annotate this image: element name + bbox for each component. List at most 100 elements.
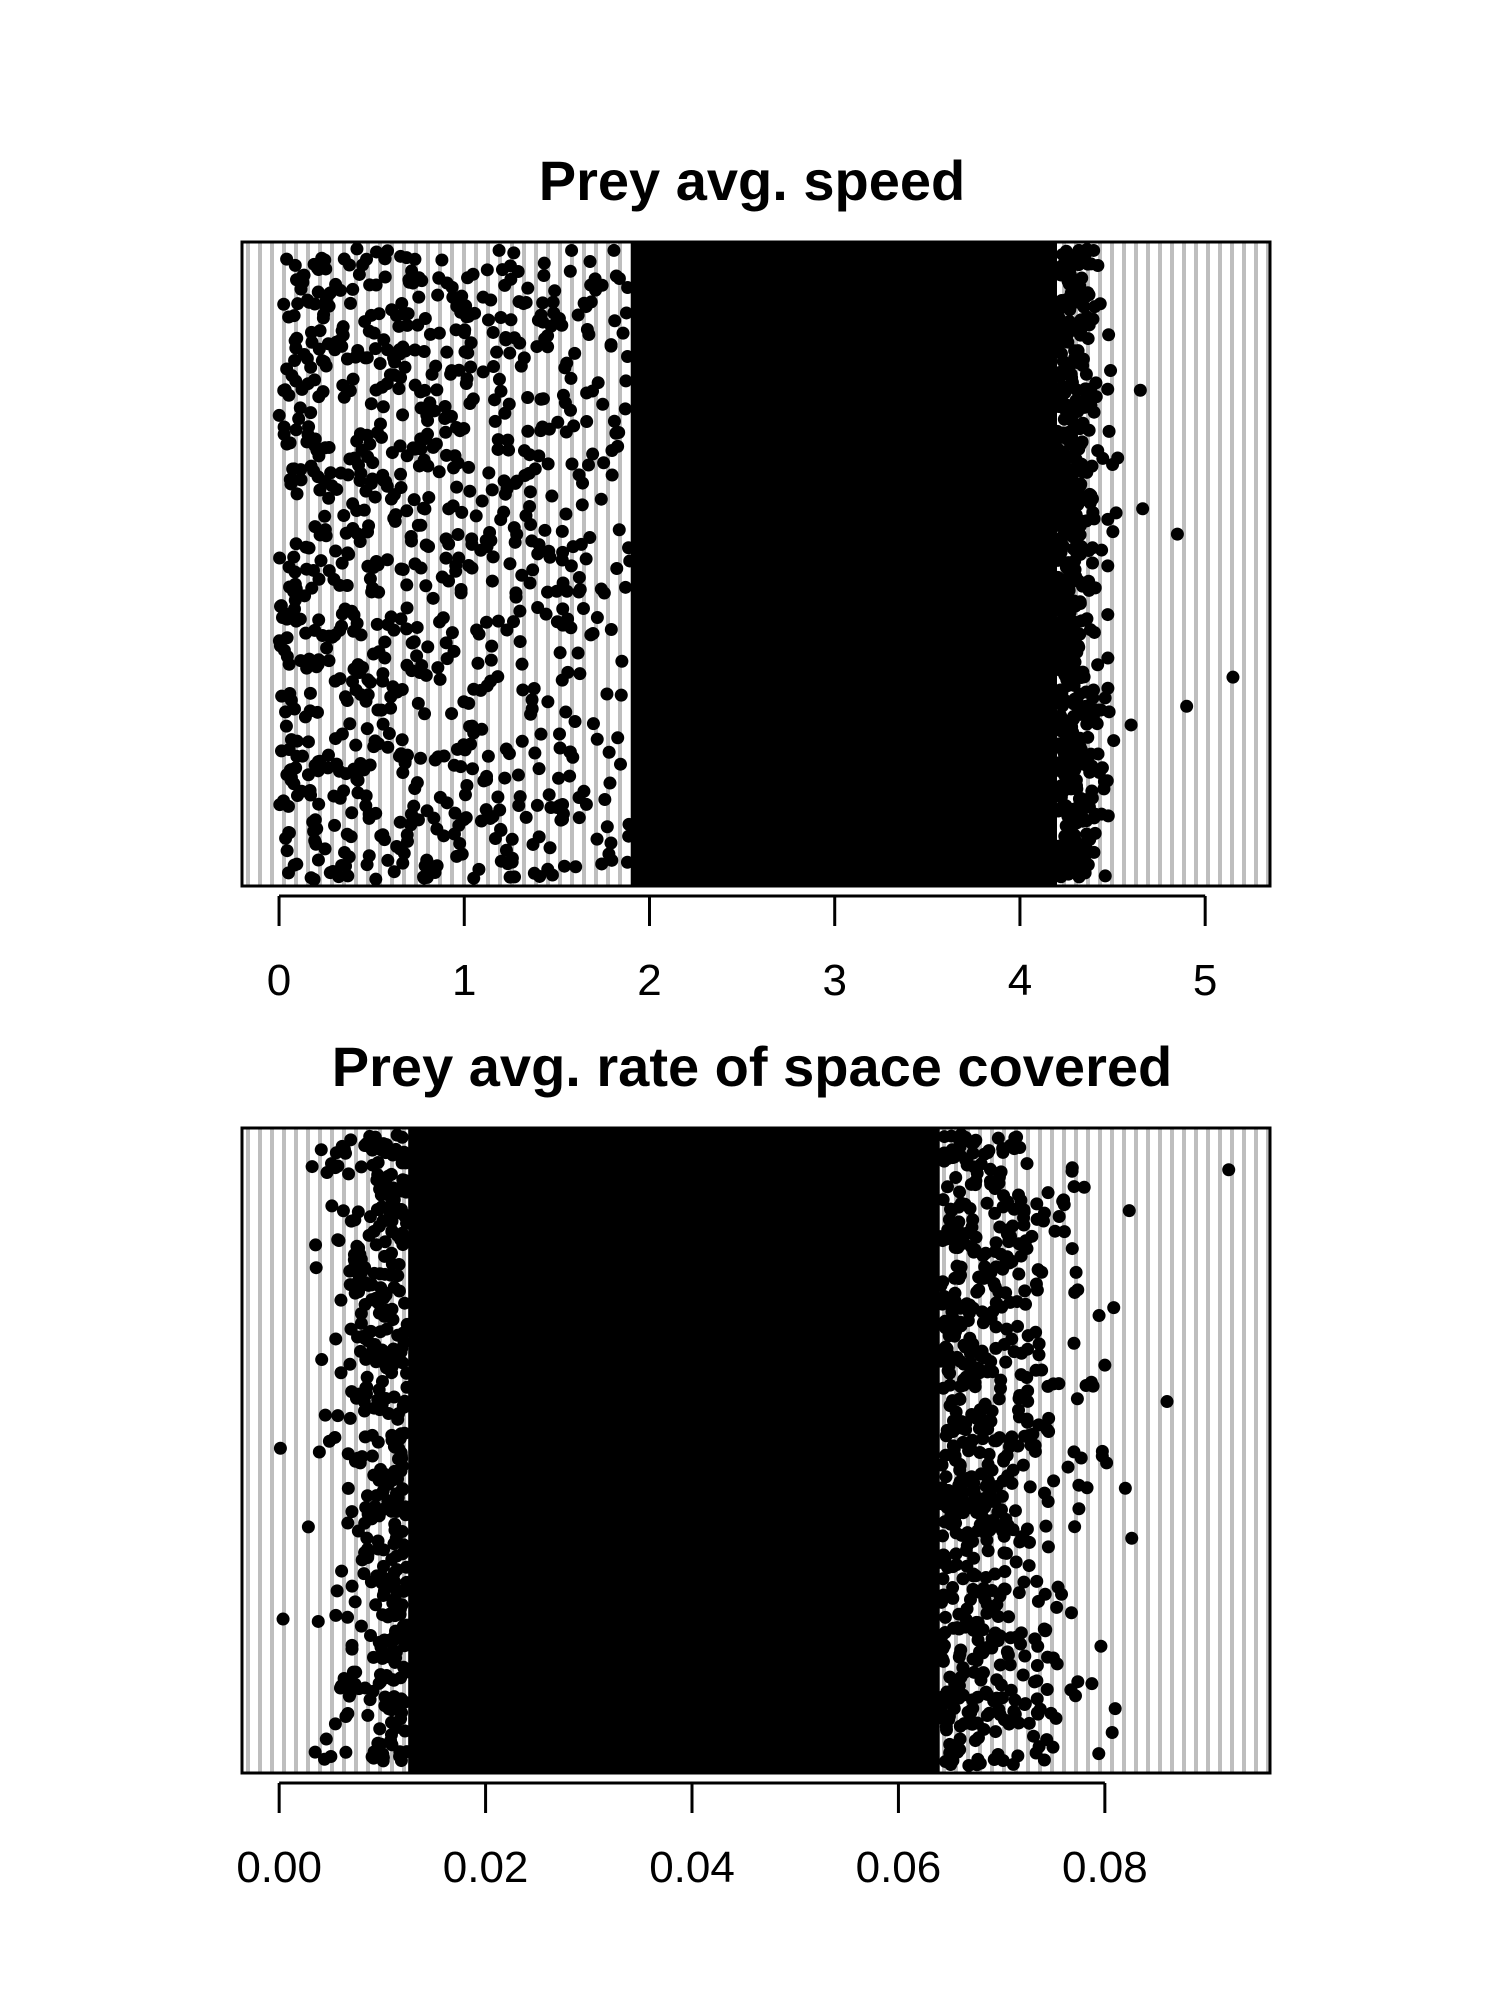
space-point bbox=[937, 1296, 951, 1310]
speed-point bbox=[482, 466, 496, 480]
space-point bbox=[397, 1660, 411, 1674]
speed-point bbox=[307, 464, 321, 478]
space-point bbox=[390, 1549, 404, 1563]
speed-point bbox=[616, 326, 630, 340]
speed-point bbox=[363, 758, 377, 772]
space-point bbox=[1050, 1600, 1064, 1614]
space-point bbox=[372, 1676, 386, 1690]
space-point bbox=[333, 1681, 347, 1695]
speed-dense-band bbox=[630, 242, 1057, 886]
speed-point bbox=[511, 768, 525, 782]
speed-point bbox=[1081, 708, 1095, 722]
speed-point bbox=[302, 295, 316, 309]
speed-point bbox=[282, 826, 296, 840]
speed-point bbox=[288, 354, 302, 368]
speed-point bbox=[308, 834, 322, 848]
speed-point bbox=[504, 313, 518, 327]
speed-point bbox=[277, 420, 291, 434]
speed-point bbox=[304, 406, 318, 420]
space-panel: Prey avg. rate of space covered 0.00 0.02… bbox=[236, 1035, 1272, 1892]
speed-point bbox=[498, 487, 512, 501]
space-point bbox=[944, 1129, 958, 1143]
speed-point bbox=[428, 753, 442, 767]
space-point bbox=[1047, 1474, 1061, 1488]
speed-point bbox=[1102, 328, 1116, 342]
speed-outlier-point bbox=[1170, 527, 1184, 541]
speed-point bbox=[546, 295, 560, 309]
speed-point bbox=[437, 829, 451, 843]
space-point bbox=[374, 1143, 388, 1157]
space-point bbox=[1065, 1164, 1079, 1178]
speed-point bbox=[400, 601, 414, 615]
space-point bbox=[354, 1160, 368, 1174]
space-point bbox=[940, 1423, 954, 1437]
space-point bbox=[938, 1610, 952, 1624]
space-point bbox=[367, 1468, 381, 1482]
speed-point bbox=[485, 483, 499, 497]
space-point bbox=[398, 1394, 412, 1408]
speed-point bbox=[494, 384, 508, 398]
speed-point bbox=[457, 813, 471, 827]
space-point bbox=[1027, 1729, 1041, 1743]
speed-point bbox=[400, 578, 414, 592]
speed-point bbox=[329, 277, 343, 291]
space-point bbox=[941, 1180, 955, 1194]
speed-point bbox=[534, 392, 548, 406]
speed-point bbox=[1106, 525, 1120, 539]
speed-point bbox=[322, 440, 336, 454]
speed-point bbox=[541, 457, 555, 471]
speed-point bbox=[1101, 608, 1115, 622]
space-point bbox=[389, 1505, 403, 1519]
speed-point bbox=[343, 296, 357, 310]
speed-point bbox=[387, 511, 401, 525]
space-point bbox=[992, 1392, 1006, 1406]
speed-point bbox=[287, 309, 301, 323]
space-point bbox=[936, 1529, 950, 1543]
space-outlier-point bbox=[1098, 1358, 1112, 1372]
space-point bbox=[358, 1260, 372, 1274]
speed-point bbox=[368, 342, 382, 356]
space-point bbox=[991, 1131, 1005, 1145]
space-point bbox=[1039, 1519, 1053, 1533]
space-point bbox=[992, 1170, 1006, 1184]
speed-point bbox=[1070, 403, 1084, 417]
space-point bbox=[957, 1236, 971, 1250]
speed-point bbox=[603, 776, 617, 790]
speed-point bbox=[337, 508, 351, 522]
space-point bbox=[1021, 1384, 1035, 1398]
space-point bbox=[939, 1448, 953, 1462]
speed-point bbox=[351, 658, 365, 672]
speed-point bbox=[521, 424, 535, 438]
space-point bbox=[400, 1380, 414, 1394]
speed-point bbox=[294, 654, 308, 668]
speed-point bbox=[525, 693, 539, 707]
space-point bbox=[373, 1267, 387, 1281]
space-point bbox=[963, 1356, 977, 1370]
speed-point bbox=[1052, 537, 1066, 551]
speed-point bbox=[493, 803, 507, 817]
speed-point bbox=[362, 811, 376, 825]
speed-point bbox=[422, 490, 436, 504]
space-point bbox=[1003, 1440, 1017, 1454]
speed-point bbox=[619, 306, 633, 320]
speed-point bbox=[534, 727, 548, 741]
speed-point bbox=[484, 653, 498, 667]
space-point bbox=[1080, 1481, 1094, 1495]
space-point bbox=[949, 1682, 963, 1696]
speed-point bbox=[372, 585, 386, 599]
space-point bbox=[1004, 1683, 1018, 1697]
space-point bbox=[980, 1598, 994, 1612]
space-point bbox=[959, 1416, 973, 1430]
speed-point bbox=[431, 288, 445, 302]
space-point bbox=[980, 1364, 994, 1378]
speed-point bbox=[491, 433, 505, 447]
space-point bbox=[989, 1236, 1003, 1250]
space-point bbox=[344, 1133, 358, 1147]
speed-point bbox=[476, 365, 490, 379]
speed-point bbox=[329, 544, 343, 558]
speed-point bbox=[564, 559, 578, 573]
space-point bbox=[1010, 1295, 1024, 1309]
space-point bbox=[1069, 1265, 1083, 1279]
space-point bbox=[393, 1602, 407, 1616]
speed-point bbox=[439, 551, 453, 565]
